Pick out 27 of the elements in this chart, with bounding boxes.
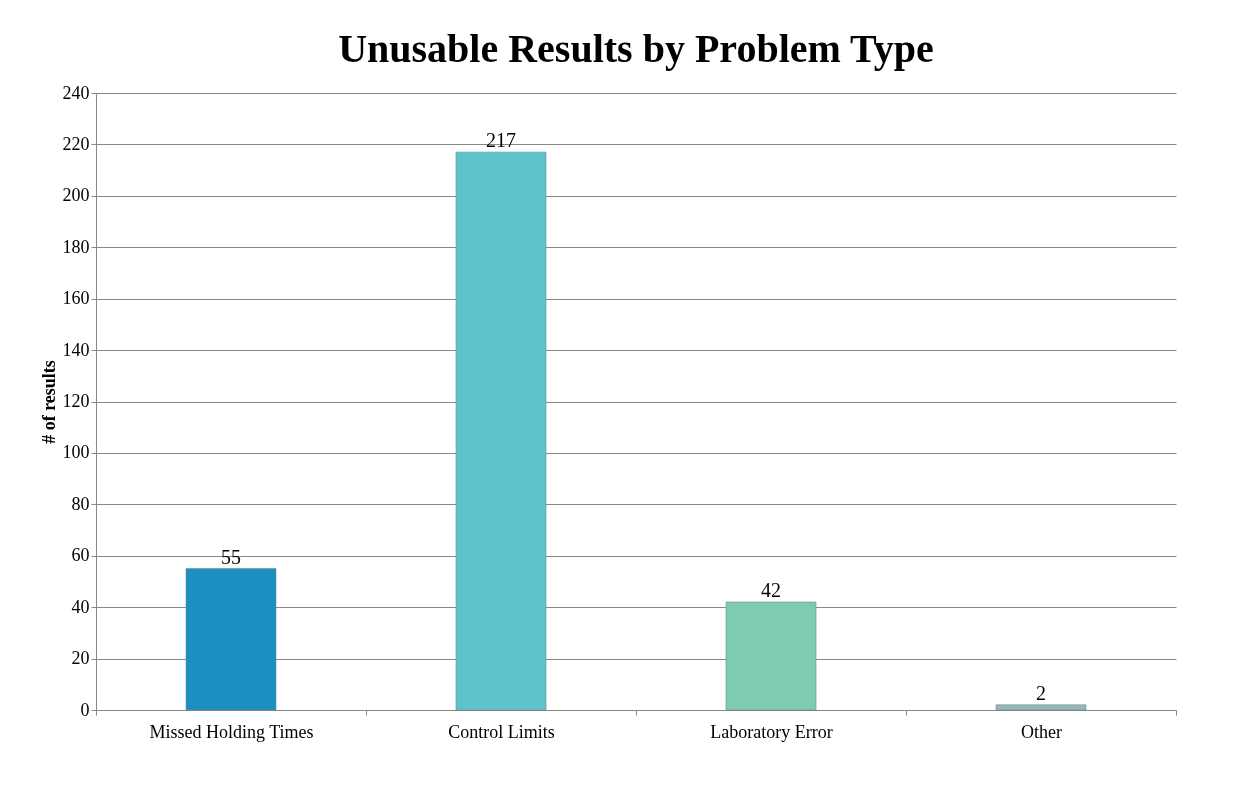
y-tick-label: 80	[71, 493, 90, 514]
y-axis-title: # of results	[38, 360, 59, 444]
bar	[185, 568, 277, 711]
data-label: 42	[761, 579, 781, 602]
y-tick-label: 100	[62, 442, 90, 463]
data-label: 2	[1036, 681, 1046, 704]
bar	[455, 151, 547, 711]
y-tick-label: 0	[80, 699, 90, 720]
y-tick-label: 220	[62, 133, 90, 154]
data-label: 217	[486, 129, 516, 152]
y-tick-label: 60	[71, 545, 90, 566]
bar	[995, 704, 1087, 711]
x-tick-label: Laboratory Error	[710, 721, 833, 742]
y-tick-label: 180	[62, 236, 90, 257]
y-tick-label: 240	[62, 82, 90, 103]
bar	[725, 601, 817, 711]
y-tick-label: 160	[62, 288, 90, 309]
y-tick-label: 120	[62, 391, 90, 411]
x-tick-label: Other	[1021, 721, 1062, 742]
data-label: 55	[221, 545, 241, 568]
y-tick-label: 20	[71, 648, 90, 669]
chart-title: Unusable Results by Problem Type	[338, 26, 934, 71]
y-tick-label: 140	[62, 339, 90, 360]
x-tick-label: Missed Holding Times	[149, 721, 314, 742]
x-tick-label: Control Limits	[448, 721, 555, 742]
y-tick-label: 40	[71, 596, 90, 617]
y-tick-label: 200	[62, 185, 90, 206]
